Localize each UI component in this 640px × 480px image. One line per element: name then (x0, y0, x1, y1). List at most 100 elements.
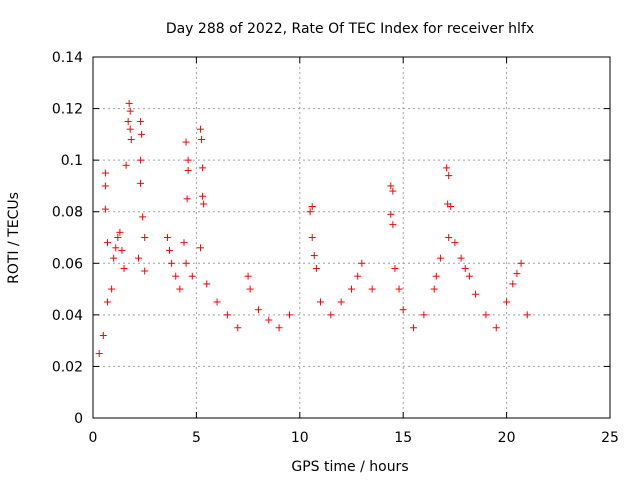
data-point (101, 169, 109, 177)
data-point (436, 254, 444, 262)
data-point (110, 254, 118, 262)
data-point (482, 311, 490, 319)
data-point (198, 136, 206, 144)
data-point (461, 264, 469, 272)
data-point (213, 298, 221, 306)
data-point (312, 264, 320, 272)
data-point (354, 272, 362, 280)
data-point (124, 117, 132, 125)
data-point (420, 311, 428, 319)
data-point (447, 203, 455, 211)
data-point (126, 107, 134, 115)
data-point (112, 244, 120, 252)
y-tick-label: 0.04 (52, 308, 83, 324)
y-tick-label: 0.1 (61, 153, 83, 169)
data-point (391, 264, 399, 272)
data-point (180, 239, 188, 247)
data-point (327, 311, 335, 319)
data-point (122, 161, 130, 169)
y-tick-label: 0.02 (52, 359, 83, 375)
data-point (348, 285, 355, 293)
data-point (399, 306, 407, 314)
data-point (513, 270, 521, 278)
data-point (503, 298, 511, 306)
data-point (168, 259, 176, 267)
data-point (125, 99, 133, 107)
chart-title: Day 288 of 2022, Rate Of TEC Index for r… (166, 21, 534, 37)
data-point (509, 280, 517, 288)
data-point (118, 246, 126, 254)
data-point (387, 182, 395, 190)
y-tick-label: 0.12 (52, 102, 83, 118)
data-point (430, 285, 438, 293)
data-point (176, 285, 184, 293)
plot-frame (92, 56, 611, 419)
data-point (166, 246, 174, 254)
x-axis-label: GPS time / hours (291, 459, 408, 475)
x-tick-label: 10 (291, 430, 309, 446)
axis-ticks: 0 5 10 15 20 25 0 0.02 0.04 0.06 0.08 0.1 0.12 0.14 (52, 50, 619, 446)
data-point (310, 252, 318, 260)
data-point (306, 208, 314, 216)
data-point (308, 203, 316, 211)
data-point (445, 234, 453, 241)
y-tick-label: 0.06 (52, 256, 83, 272)
y-tick-label: 0.14 (52, 50, 83, 66)
x-tick-label: 20 (498, 430, 516, 446)
data-point (246, 285, 254, 293)
data-point (472, 290, 480, 298)
data-point (395, 285, 403, 293)
data-point (389, 187, 397, 195)
data-point (139, 213, 147, 221)
data-point (308, 234, 316, 241)
x-tick-label: 15 (394, 430, 412, 446)
data-points (95, 99, 531, 358)
data-point (492, 324, 500, 332)
x-tick-label: 25 (601, 430, 619, 446)
data-point (389, 221, 397, 229)
data-point (410, 324, 418, 332)
data-point (137, 156, 145, 164)
data-point (108, 285, 116, 293)
data-point (184, 156, 192, 164)
data-point (103, 298, 111, 306)
data-point (99, 331, 107, 339)
x-tick-label: 0 (89, 430, 98, 446)
data-point (126, 125, 134, 133)
data-point (134, 254, 142, 262)
data-point (188, 272, 196, 280)
y-tick-label: 0.08 (52, 205, 83, 221)
data-point (103, 239, 111, 247)
data-point (443, 164, 451, 172)
data-point (368, 285, 376, 293)
data-point (197, 244, 205, 252)
data-point (163, 234, 171, 241)
data-point (358, 259, 366, 267)
data-point (101, 205, 109, 213)
data-point (445, 172, 453, 180)
data-point (114, 234, 122, 241)
data-point (517, 259, 525, 267)
data-point (182, 259, 190, 267)
data-point (127, 136, 135, 144)
data-point (265, 316, 273, 324)
data-point (244, 272, 252, 280)
data-point (137, 179, 145, 187)
data-point (141, 267, 149, 275)
y-tick-label: 0 (74, 411, 83, 427)
data-point (184, 166, 192, 174)
data-point (432, 272, 440, 280)
data-point (120, 264, 128, 272)
data-point (275, 324, 283, 332)
data-point (197, 125, 205, 133)
data-point (183, 195, 191, 203)
data-point (182, 138, 190, 146)
data-point (172, 272, 180, 280)
data-point (138, 130, 146, 138)
data-point (451, 239, 459, 247)
data-point (234, 324, 242, 332)
data-point (199, 164, 207, 172)
data-point (285, 311, 293, 319)
data-point (101, 182, 109, 190)
